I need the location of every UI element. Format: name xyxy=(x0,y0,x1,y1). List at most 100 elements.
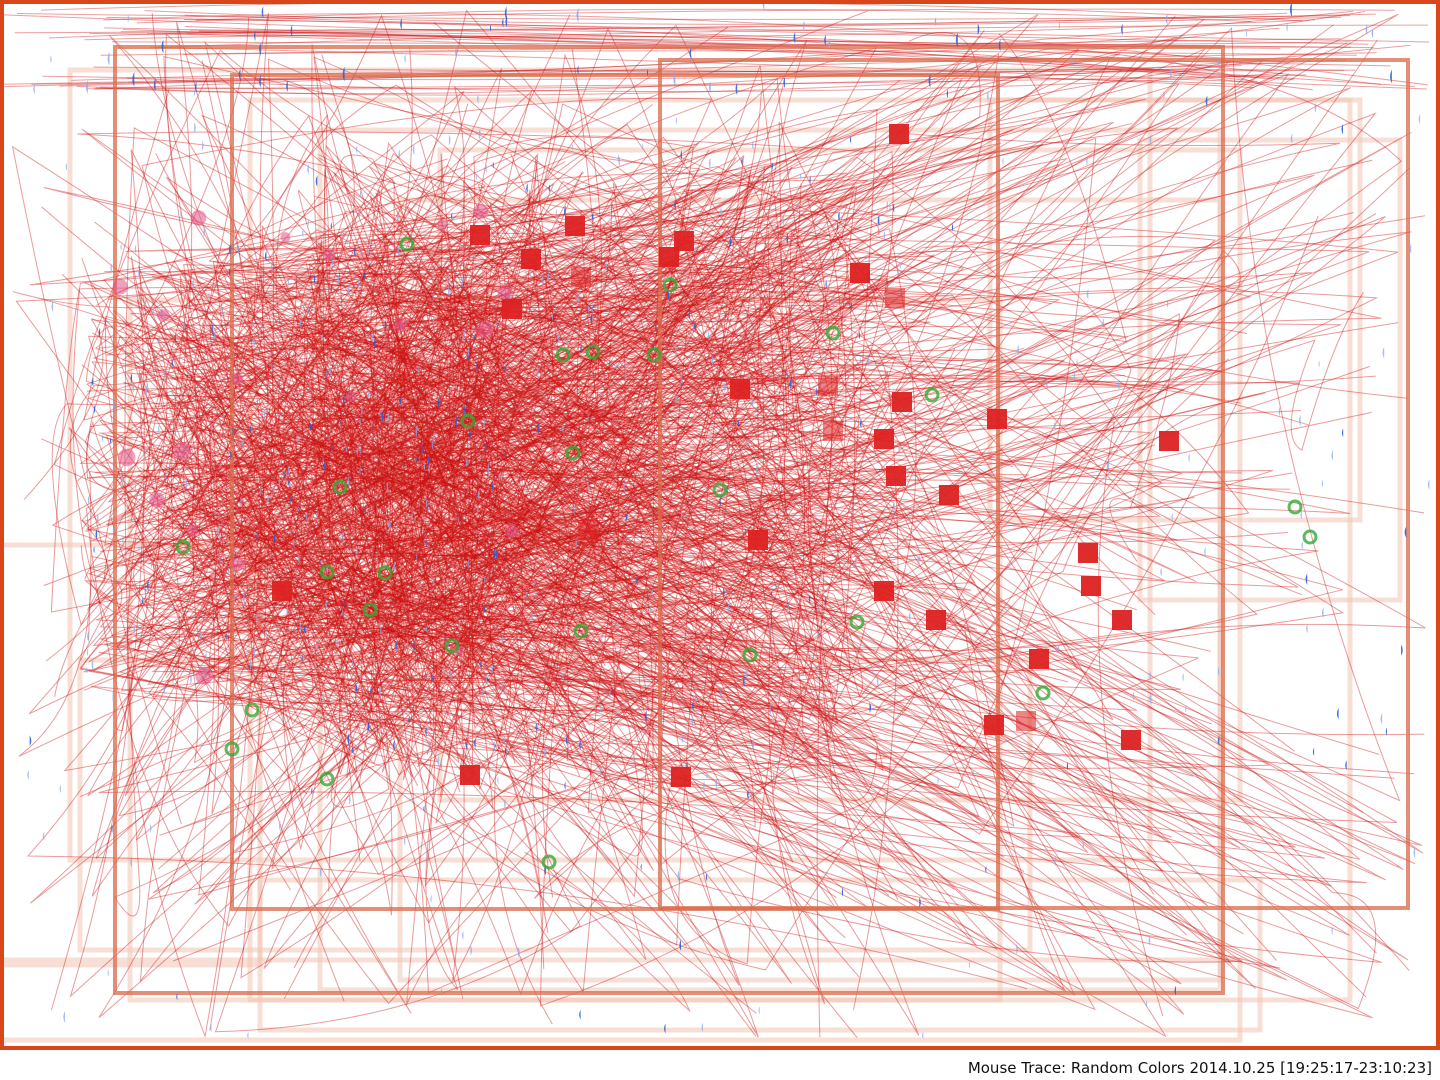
window-frame-faint xyxy=(397,197,1223,983)
click-half-disc-icon xyxy=(315,175,318,187)
mouse-path xyxy=(118,311,944,704)
click-half-disc-icon xyxy=(504,798,506,810)
click-half-disc-icon xyxy=(158,424,160,434)
click-half-disc-icon xyxy=(675,116,677,125)
hover-dot xyxy=(112,279,128,295)
click-half-disc-icon xyxy=(140,491,142,501)
click-half-disc-icon xyxy=(476,504,479,516)
mouse-path xyxy=(141,256,907,757)
click-half-disc-icon xyxy=(192,278,194,291)
click-half-disc-icon xyxy=(437,755,439,767)
click-half-disc-icon xyxy=(793,31,796,44)
click-half-disc-icon xyxy=(379,620,381,630)
click-half-disc-icon xyxy=(1318,360,1320,368)
click-half-disc-icon xyxy=(384,319,387,331)
click-half-disc-icon xyxy=(145,384,148,396)
click-half-disc-icon xyxy=(255,532,257,541)
mouse-path xyxy=(118,272,598,694)
drag-square-icon xyxy=(521,249,541,269)
click-half-disc-icon xyxy=(1167,299,1169,308)
click-half-disc-icon xyxy=(1299,414,1301,427)
mouse-path xyxy=(144,10,1288,25)
click-half-disc-icon xyxy=(1321,479,1323,488)
click-half-disc-icon xyxy=(526,183,528,194)
mouse-path xyxy=(80,265,1053,725)
mouse-path xyxy=(427,335,1345,683)
click-half-disc-icon xyxy=(92,377,94,387)
window-frame xyxy=(113,45,1225,995)
click-half-disc-icon xyxy=(443,635,445,645)
click-half-disc-icon xyxy=(399,396,402,406)
mouse-path xyxy=(167,333,899,1010)
click-half-disc-icon xyxy=(723,586,725,598)
click-half-disc-icon xyxy=(633,754,635,763)
mouse-path xyxy=(111,415,1097,769)
drag-square-icon xyxy=(671,767,691,787)
click-half-disc-icon xyxy=(566,336,568,348)
mouse-path xyxy=(189,16,1342,31)
mouse-path xyxy=(208,47,600,533)
drag-square-icon xyxy=(885,288,905,308)
click-half-disc-icon xyxy=(1182,672,1184,682)
click-half-disc-icon xyxy=(850,135,852,144)
mouse-path xyxy=(11,145,832,825)
mouse-path xyxy=(184,36,1178,752)
click-half-disc-icon xyxy=(457,516,459,524)
click-half-disc-icon xyxy=(817,630,819,638)
click-half-disc-icon xyxy=(836,222,838,232)
click-half-disc-icon xyxy=(180,480,182,488)
mouse-path xyxy=(148,80,909,622)
click-half-disc-icon xyxy=(337,380,339,388)
mouse-path xyxy=(72,286,852,726)
click-half-disc-icon xyxy=(425,726,427,737)
click-half-disc-icon xyxy=(298,504,300,512)
click-half-disc-icon xyxy=(381,411,384,423)
click-half-disc-icon xyxy=(466,741,468,750)
click-half-disc-icon xyxy=(625,512,627,522)
mouse-path xyxy=(180,347,1025,590)
click-half-disc-icon xyxy=(437,397,440,409)
click-half-disc-icon xyxy=(415,456,417,464)
click-half-disc-icon xyxy=(214,471,216,481)
mouse-path xyxy=(98,293,1326,859)
mouse-path xyxy=(138,271,865,610)
click-half-disc-icon xyxy=(319,867,322,878)
click-half-disc-icon xyxy=(442,667,445,678)
click-half-disc-icon xyxy=(802,20,805,32)
mouse-path xyxy=(315,240,713,732)
mouse-path xyxy=(315,103,956,470)
click-half-disc-icon xyxy=(364,593,367,604)
drag-square-icon xyxy=(889,124,909,144)
mouse-path xyxy=(118,300,439,622)
mouse-path xyxy=(121,362,797,996)
click-half-disc-icon xyxy=(481,687,483,698)
click-half-disc-icon xyxy=(313,274,316,284)
mouse-path xyxy=(361,27,774,781)
click-half-disc-icon xyxy=(478,530,480,539)
click-half-disc-icon xyxy=(358,208,360,220)
scroll-markers xyxy=(175,236,1318,870)
click-half-disc-icon xyxy=(158,334,160,347)
click-half-disc-icon xyxy=(655,322,657,332)
mouse-path xyxy=(99,230,997,712)
click-half-disc-icon xyxy=(205,650,207,659)
mouse-path xyxy=(163,296,776,860)
click-half-disc-icon xyxy=(188,369,190,378)
click-half-disc-icon xyxy=(769,704,771,716)
mouse-path xyxy=(254,257,1254,826)
click-half-disc-icon xyxy=(208,291,210,300)
mouse-path xyxy=(188,128,1014,1014)
mouse-path xyxy=(100,417,858,965)
click-half-disc-icon xyxy=(98,327,101,338)
click-half-disc-icon xyxy=(127,14,129,23)
click-half-disc-icon xyxy=(571,143,573,151)
click-half-disc-icon xyxy=(727,602,730,615)
mouse-path xyxy=(257,268,461,793)
click-half-disc-icon xyxy=(90,512,92,521)
click-half-disc-icon xyxy=(164,368,166,381)
mouse-path xyxy=(315,308,844,746)
click-half-disc-icon xyxy=(85,80,88,94)
mouse-path xyxy=(392,179,1209,907)
mouse-path xyxy=(168,250,1156,704)
mouse-path xyxy=(316,131,1341,828)
